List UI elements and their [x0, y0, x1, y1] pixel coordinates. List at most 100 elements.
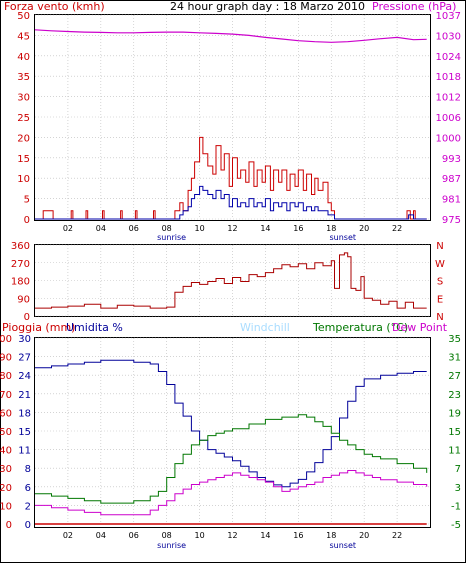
temperature-tick-label: -5 [451, 520, 461, 531]
x-tick-label: 10 [194, 531, 204, 540]
x-tick-label: 20 [359, 531, 369, 540]
humidity-tick-label: 2 [25, 501, 31, 512]
x-tick-label: 14 [260, 531, 270, 540]
pressure-line [34, 29, 427, 43]
x-tick-label: 06 [129, 531, 139, 540]
temperature-tick-label: 19 [448, 408, 461, 419]
rain-tick-label: 90 [0, 353, 12, 364]
sunrise-label: sunrise [157, 541, 186, 550]
x-tick-label: 04 [96, 531, 106, 540]
x-tick-label: 20 [359, 224, 369, 233]
wind-axis-title: Forza vento (kmh) [4, 0, 105, 13]
wind-tick-label: 15 [17, 154, 30, 165]
humidity-tick-label: 0 [25, 520, 31, 531]
rain-tick-label: 30 [0, 464, 12, 475]
pressure-tick-label: 1030 [436, 31, 461, 42]
direction-tick-label: 90 [17, 294, 30, 305]
pressure-axis-title: Pressione (hPa) [372, 0, 456, 13]
sunset-label: sunset [329, 233, 356, 242]
humidity-tick-label: 15 [18, 427, 31, 438]
x-tick-label: 12 [227, 531, 237, 540]
temperature-tick-label: -1 [451, 501, 461, 512]
direction-tick-label: 180 [11, 277, 30, 288]
direction-tick-label: 360 [11, 241, 30, 252]
wind-tick-label: 25 [17, 113, 30, 124]
pressure-tick-label: 1037 [436, 11, 461, 22]
compass-tick-label: N [436, 241, 443, 252]
temperature-legend: Temperatura (°C) [312, 321, 408, 334]
rain-tick-label: 50 [0, 427, 12, 438]
x-tick-label: 16 [293, 531, 303, 540]
x-tick-label: 16 [293, 224, 303, 233]
x-tick-label: 04 [96, 224, 106, 233]
pressure-tick-label: 1024 [436, 52, 461, 63]
humidity-tick-label: 30 [18, 334, 31, 345]
humidity-tick-label: 21 [18, 390, 31, 401]
wind-tick-label: 45 [17, 31, 30, 42]
wind-tick-label: 30 [17, 93, 30, 104]
pressure-tick-label: 987 [442, 174, 461, 185]
dewpoint-line [35, 470, 428, 516]
humidity-tick-label: 27 [18, 353, 31, 364]
x-tick-label: 02 [63, 531, 73, 540]
rain-tick-label: 70 [0, 390, 12, 401]
humidity-axis-title: Umidita % [66, 321, 123, 334]
sunset-label: sunset [329, 541, 356, 550]
rain-tick-label: 40 [0, 446, 12, 457]
x-tick-label: 02 [63, 224, 73, 233]
x-tick-label: 12 [227, 224, 237, 233]
wind-tick-label: 0 [24, 215, 30, 226]
temperature-line [35, 414, 428, 504]
x-tick-label: 14 [260, 224, 270, 233]
x-tick-label: 18 [326, 224, 336, 233]
pressure-tick-label: 1000 [436, 133, 461, 144]
x-tick-label: 08 [162, 531, 172, 540]
axis-labels: 0202040406060808101012121414161618182020… [0, 11, 461, 550]
rain-tick-label: 80 [0, 371, 12, 382]
wind-tick-label: 40 [17, 52, 30, 63]
wind_avg-line [35, 185, 427, 220]
temperature-tick-label: 35 [448, 334, 461, 345]
humidity-tick-label: 6 [25, 483, 31, 494]
humidity-tick-label: 18 [18, 408, 31, 419]
rain-tick-label: 10 [0, 501, 12, 512]
x-tick-label: 22 [392, 224, 402, 233]
compass-tick-label: S [437, 277, 443, 288]
rain-tick-label: 100 [0, 334, 12, 345]
direction-tick-label: 270 [11, 259, 30, 270]
grid-lines [35, 14, 430, 525]
x-tick-label: 18 [326, 531, 336, 540]
wind-tick-label: 10 [17, 174, 30, 185]
humidity-tick-label: 11 [18, 446, 31, 457]
pressure-tick-label: 981 [442, 195, 461, 206]
rain-tick-label: 0 [6, 520, 12, 531]
wind-tick-label: 20 [17, 133, 30, 144]
x-tick-label: 06 [129, 224, 139, 233]
x-tick-label: 10 [194, 224, 204, 233]
wind-tick-label: 35 [17, 72, 30, 83]
compass-tick-label: W [435, 259, 445, 270]
compass-tick-label: N [436, 312, 443, 323]
pressure-tick-label: 975 [442, 215, 461, 226]
pressure-tick-label: 1018 [436, 72, 461, 83]
rain-axis-title: Pioggia (mm) [2, 321, 75, 334]
panel-temp-humidity [34, 337, 431, 528]
gust-line [35, 136, 427, 220]
compass-tick-label: E [437, 294, 443, 305]
temperature-tick-label: 31 [448, 353, 461, 364]
temperature-tick-label: 3 [455, 483, 461, 494]
wind-direction-line [35, 252, 427, 309]
chart-title: 24 hour graph day : 18 Marzo 2010 [170, 0, 365, 13]
rain-tick-label: 60 [0, 408, 12, 419]
pressure-tick-label: 1006 [436, 113, 461, 124]
pressure-tick-label: 993 [442, 154, 461, 165]
temperature-tick-label: 23 [448, 390, 461, 401]
dewpoint-legend: Dew Point [392, 321, 448, 334]
wind-tick-label: 5 [24, 195, 30, 206]
temperature-tick-label: 7 [455, 464, 461, 475]
temperature-tick-label: 27 [448, 371, 461, 382]
sunrise-label: sunrise [157, 233, 186, 242]
direction-tick-label: 0 [24, 312, 30, 323]
